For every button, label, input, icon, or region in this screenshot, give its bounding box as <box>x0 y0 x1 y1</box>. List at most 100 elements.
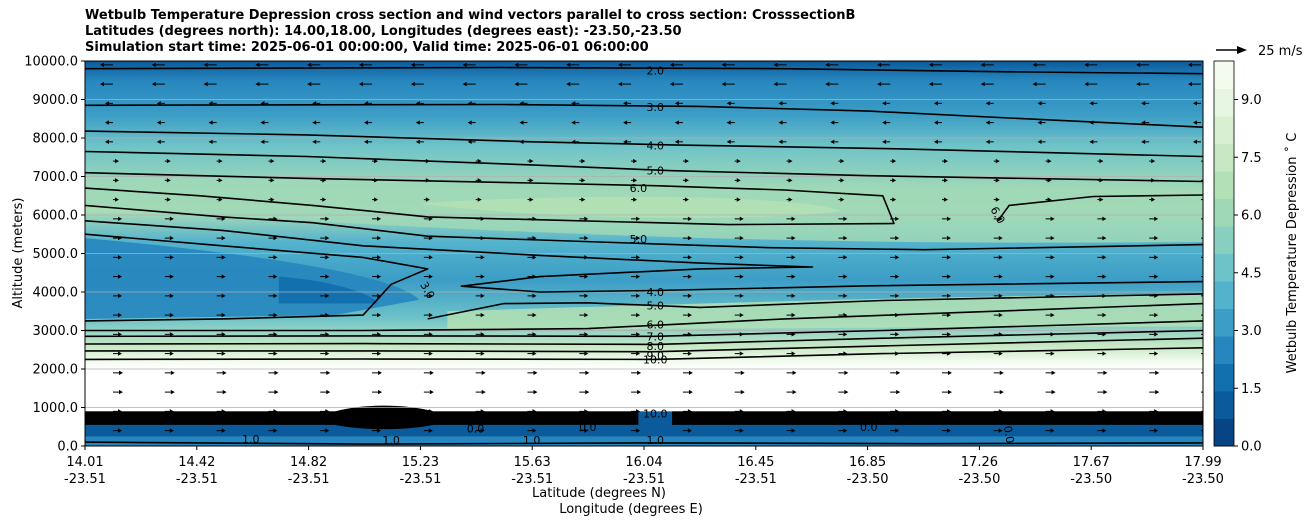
wind-vector <box>631 158 638 164</box>
wind-vector <box>734 178 741 183</box>
wind-vector-head <box>791 409 796 414</box>
wind-vector-head <box>896 389 901 395</box>
wind-vector <box>1037 120 1046 125</box>
wind-vector-head <box>778 101 783 106</box>
y-tick-label: 6000.0 <box>33 209 79 224</box>
contour-line-1 <box>85 441 1203 445</box>
wind-vector <box>1045 158 1052 164</box>
wind-vector-head <box>255 62 260 68</box>
wind-vector <box>527 158 534 164</box>
wind-vector-head <box>571 120 576 125</box>
wind-vector <box>579 235 589 241</box>
wind-vector-head <box>260 139 265 145</box>
wind-vector-head <box>791 312 796 318</box>
wind-vector-head <box>118 312 122 318</box>
wind-vector <box>320 389 331 395</box>
wind-vector-head <box>1206 294 1210 298</box>
wind-vector-head <box>1206 274 1210 278</box>
wind-vector <box>527 351 537 356</box>
wind-vector <box>882 139 891 145</box>
wind-vector-head <box>428 255 433 260</box>
wind-vector <box>475 255 485 260</box>
wind-vector-head <box>118 332 122 337</box>
x-tick-label-lat: 17.67 <box>1073 455 1110 470</box>
wind-vector-head <box>166 178 171 183</box>
contour-line-2 <box>85 66 1203 75</box>
wind-vector <box>216 370 227 376</box>
wind-vector <box>838 428 848 433</box>
wind-vector-head <box>325 235 330 241</box>
wind-vector <box>268 255 278 260</box>
wind-vector <box>1089 139 1098 145</box>
wind-vector-head <box>946 293 951 299</box>
wind-vector <box>566 62 580 68</box>
wind-vector <box>1045 370 1056 376</box>
x-tick-label-lon: -23.51 <box>735 472 777 487</box>
wind-vector-head <box>1102 216 1107 222</box>
contour-label-text: 0.0 <box>467 423 485 436</box>
wind-vector <box>786 158 793 164</box>
wind-vector-head <box>892 158 897 164</box>
contour-label: 5.0 <box>646 165 664 178</box>
wind-vector <box>786 216 796 222</box>
contour-label: 8.0 <box>646 340 664 353</box>
wind-vector <box>1201 256 1203 258</box>
wind-vector <box>1188 62 1201 68</box>
x-tick-label-lat: 14.82 <box>290 455 327 470</box>
wind-vector-head <box>1206 313 1210 317</box>
wind-vector-head <box>481 389 486 395</box>
wind-vector <box>203 81 217 87</box>
wind-vector-head <box>1102 312 1107 318</box>
wind-vector-head <box>529 197 534 202</box>
wind-vector <box>786 197 793 202</box>
wind-vector-head <box>943 158 948 164</box>
wind-vector-head <box>1154 428 1159 433</box>
wind-vector <box>825 62 839 68</box>
wind-vector-head <box>1032 81 1037 87</box>
x-tick-label-lon: -23.50 <box>1182 472 1224 487</box>
wind-vector <box>113 293 122 299</box>
wind-vector-head <box>1203 159 1207 163</box>
wind-vector <box>527 312 537 318</box>
wind-vector <box>631 332 641 337</box>
wind-vector-head <box>1047 158 1052 164</box>
wind-vector-head <box>429 370 434 376</box>
wind-vector-head <box>843 216 848 222</box>
wind-vector <box>1149 428 1159 433</box>
wind-vector-head <box>532 351 537 356</box>
wind-vector-head <box>1155 370 1160 376</box>
wind-vector <box>372 351 382 356</box>
wind-vector <box>941 216 951 222</box>
wind-vector <box>164 428 174 433</box>
wind-vector-head <box>844 370 849 376</box>
wind-vector-head <box>840 197 845 202</box>
wind-vector <box>786 235 796 241</box>
wind-vector-head <box>377 255 382 260</box>
wind-vector-head <box>636 332 641 337</box>
contour-label: 3.0 <box>646 101 664 114</box>
contour-label: 1.0 <box>382 434 400 447</box>
wind-vector <box>631 197 638 202</box>
wind-vector <box>527 428 537 433</box>
wind-vector-head <box>119 389 123 395</box>
wind-vector <box>519 120 528 125</box>
wind-vector-head <box>428 312 433 318</box>
wind-vector-head <box>325 409 330 414</box>
wind-vector <box>1084 62 1098 68</box>
wind-vector-head <box>322 197 327 202</box>
wind-vector-head <box>151 62 156 68</box>
wind-vector-head <box>739 351 744 356</box>
wind-vector-head <box>1050 216 1055 222</box>
wind-vector <box>113 409 122 414</box>
wind-vector <box>151 62 165 68</box>
wind-vector <box>113 216 122 222</box>
wind-vector-head <box>273 293 278 299</box>
contour-line-7 <box>85 320 1203 338</box>
quiver-key: 25 m/s <box>1216 44 1303 59</box>
contour-label-text: 6.0 <box>646 319 664 332</box>
wind-vector-head <box>1084 81 1089 87</box>
wind-vector-head <box>428 351 433 356</box>
wind-vector <box>216 274 226 279</box>
wind-vector <box>941 197 948 202</box>
wind-vector-head <box>255 81 260 87</box>
